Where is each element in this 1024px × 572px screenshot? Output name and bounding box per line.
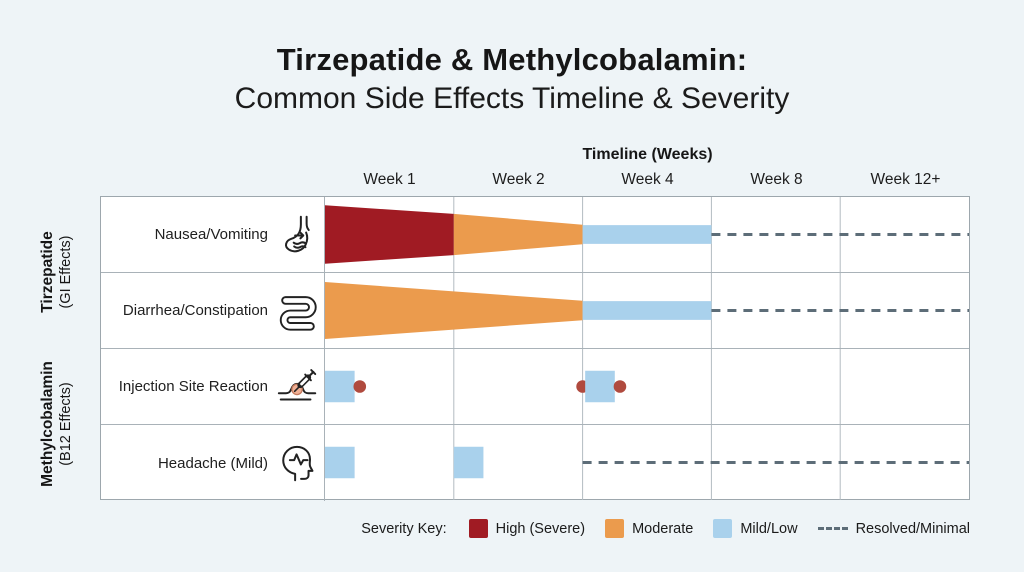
intestine-icon: [275, 286, 321, 336]
irritation-dot: [353, 380, 367, 393]
matrix-row: Headache (Mild): [101, 425, 969, 501]
row-label-cell: Injection Site Reaction: [101, 349, 325, 424]
row-chart-cell: [325, 349, 969, 424]
timeline-axis-title: Timeline (Weeks): [582, 146, 713, 163]
week-label: Week 12+: [870, 171, 941, 188]
mild-severity-swatch: [713, 519, 733, 538]
irritation-dot: [613, 380, 627, 393]
syringe-icon: [275, 362, 321, 412]
week-label: Week 8: [750, 171, 803, 188]
legend-label: Mild/Low: [740, 520, 798, 537]
row-label: Headache (Mild): [157, 454, 268, 472]
group-subtitle: (B12 Effects): [58, 382, 74, 466]
severity-matrix: Nausea/Vomiting Diarrhea/Constipation In…: [100, 196, 970, 501]
row-label-cell: Diarrhea/Constipation: [101, 273, 325, 348]
row-chart-cell: [325, 425, 969, 501]
week-labels: Week 1 Week 2 Week 4 Week 8 Week 12+: [325, 171, 970, 189]
group-name: Tirzepatide: [39, 231, 57, 313]
matrix-row: Diarrhea/Constipation: [101, 273, 969, 349]
legend-label: High (Severe): [495, 520, 586, 537]
page-title: Tirzepatide & Methylcobalamin: Common Si…: [0, 40, 1024, 118]
legend-item-resolved: Resolved/Minimal: [817, 520, 970, 537]
group-label-methylcobalamin: Methylcobalamin (B12 Effects): [18, 348, 96, 500]
row-chart: [325, 273, 969, 348]
resolved-dash-sample: [817, 527, 848, 530]
week-label: Week 1: [363, 171, 416, 188]
group-subtitle: (GI Effects): [58, 235, 75, 309]
row-chart: [325, 197, 969, 272]
matrix-row: Injection Site Reaction: [101, 349, 969, 425]
row-label-cell: Nausea/Vomiting: [101, 197, 325, 272]
group-name: Methylcobalamin: [39, 361, 56, 487]
row-label: Nausea/Vomiting: [154, 226, 268, 243]
row-chart: [325, 425, 969, 500]
stomach-icon: [275, 210, 321, 260]
head-icon: [275, 438, 321, 488]
moderate-severity-swatch: [605, 519, 625, 538]
severity-legend: Severity Key: High (Severe) Moderate Mild/…: [361, 519, 970, 538]
legend-label: Moderate: [632, 520, 694, 537]
matrix-row: Nausea/Vomiting: [101, 197, 969, 273]
row-label: Injection Site Reaction: [118, 378, 268, 395]
legend-item-high: High (Severe): [468, 519, 586, 538]
row-chart-cell: [325, 273, 969, 348]
group-label-tirzepatide: Tirzepatide (GI Effects): [18, 196, 96, 348]
week-label: Week 2: [492, 171, 545, 188]
legend-title: Severity Key:: [361, 520, 447, 537]
row-chart-cell: [325, 197, 969, 272]
week-label: Week 4: [621, 171, 674, 188]
title-line-2: Common Side Effects Timeline & Severity: [234, 82, 790, 115]
title-line-1: Tirzepatide & Methylcobalamin:: [276, 42, 748, 77]
legend-item-moderate: Moderate: [605, 519, 693, 538]
high-severity-swatch: [468, 519, 488, 538]
row-label-cell: Headache (Mild): [101, 425, 325, 501]
row-chart: [325, 349, 841, 424]
legend-item-mild: Mild/Low: [713, 519, 798, 538]
row-label: Diarrhea/Constipation: [122, 302, 268, 319]
legend-label: Resolved/Minimal: [855, 520, 970, 537]
